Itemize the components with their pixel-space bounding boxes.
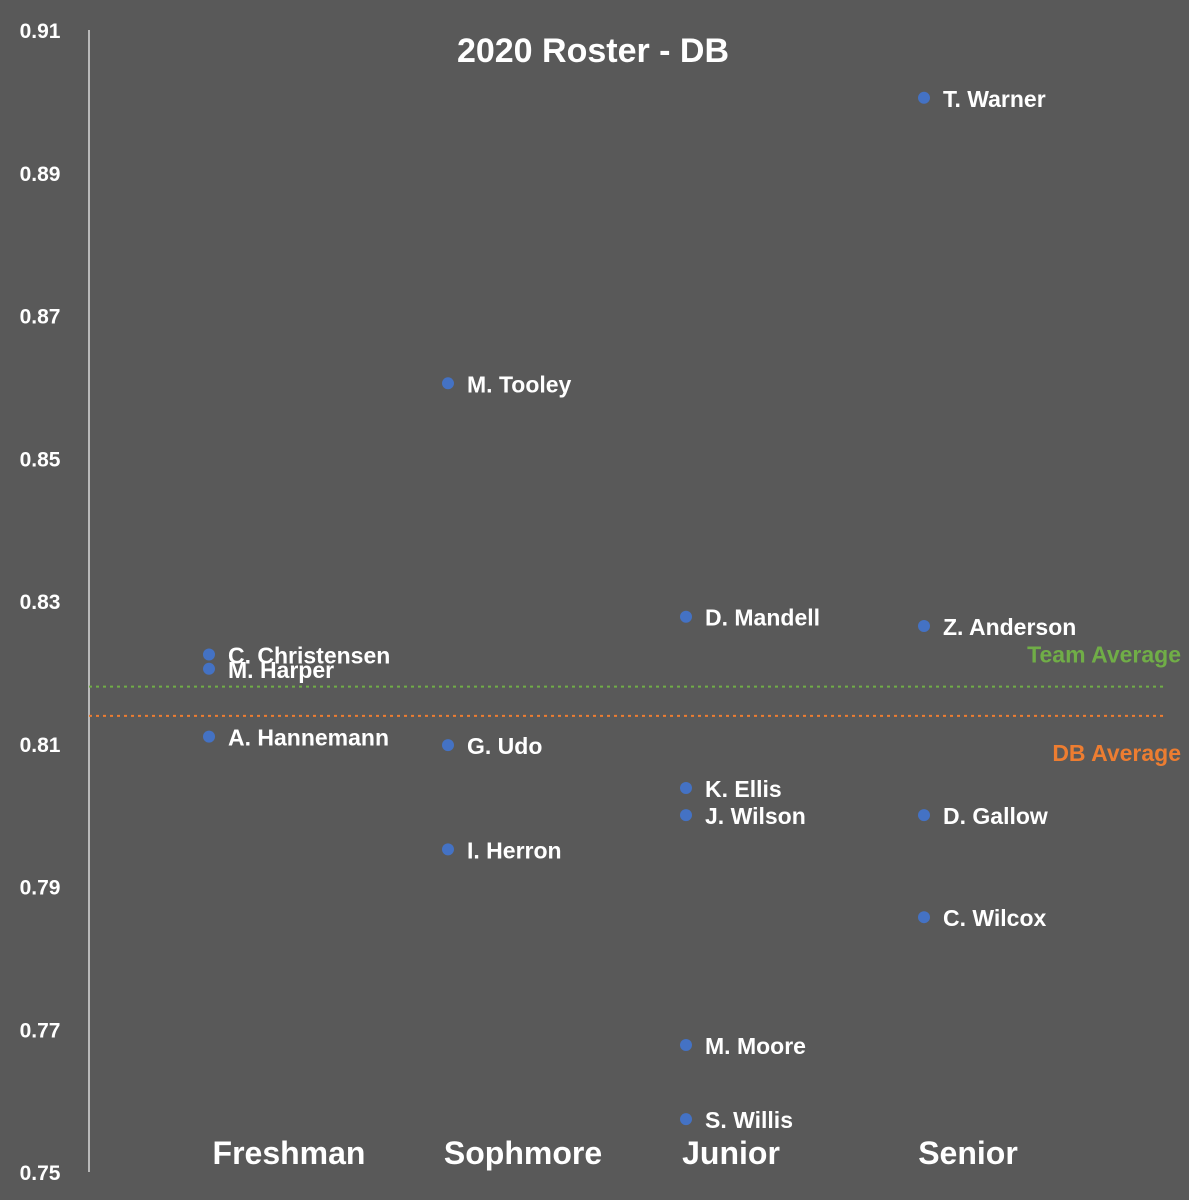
reference-line-label: DB Average xyxy=(1052,740,1181,766)
data-point xyxy=(203,730,215,743)
category-label: Junior xyxy=(682,1135,780,1171)
data-point xyxy=(203,648,215,661)
y-tick-label: 0.91 xyxy=(20,20,61,43)
category-label: Sophmore xyxy=(444,1135,602,1171)
data-point xyxy=(680,1038,692,1051)
data-point-label: G. Udo xyxy=(467,733,542,759)
category-label: Senior xyxy=(918,1135,1018,1171)
data-point xyxy=(680,782,692,795)
data-point-label: S. Willis xyxy=(705,1107,793,1133)
y-tick-label: 0.75 xyxy=(20,1162,61,1185)
data-point-label: I. Herron xyxy=(467,837,562,863)
category-label: Freshman xyxy=(213,1135,366,1171)
category-labels: Freshman Sophmore Junior Senior xyxy=(213,1135,1018,1171)
data-point-label: C. Wilcox xyxy=(943,905,1047,931)
data-point-label: D. Gallow xyxy=(943,803,1048,829)
reference-lines: Team Average DB Average xyxy=(89,642,1181,766)
data-point xyxy=(680,1113,692,1126)
y-tick-label: 0.87 xyxy=(20,306,61,329)
data-point-label: A. Hannemann xyxy=(228,725,389,751)
data-point xyxy=(442,377,454,390)
data-point-label: J. Wilson xyxy=(705,803,806,829)
data-point-label: M. Moore xyxy=(705,1033,806,1059)
y-tick-label: 0.85 xyxy=(20,448,61,471)
data-point xyxy=(918,911,930,924)
data-point xyxy=(680,610,692,623)
y-tick-label: 0.89 xyxy=(20,163,61,186)
data-point-label: K. Ellis xyxy=(705,776,782,802)
data-point xyxy=(203,662,215,675)
data-point-label: C. Christensen xyxy=(228,643,390,669)
y-tick-label: 0.77 xyxy=(20,1019,61,1042)
data-point xyxy=(918,91,930,104)
data-point-label: D. Mandell xyxy=(705,605,820,631)
data-point-label: M. Harper xyxy=(228,657,334,683)
data-point xyxy=(680,809,692,822)
data-point-label: T. Warner xyxy=(943,86,1046,112)
data-point xyxy=(442,843,454,856)
y-tick-label: 0.79 xyxy=(20,877,61,900)
data-point xyxy=(442,739,454,752)
data-point xyxy=(918,809,930,822)
y-tick-labels: 0.91 0.89 0.87 0.85 0.83 0.81 0.79 0.77 0.75 xyxy=(20,20,61,1185)
reference-line-label: Team Average xyxy=(1027,642,1181,668)
data-point-label: M. Tooley xyxy=(467,371,572,397)
y-tick-label: 0.83 xyxy=(20,591,61,614)
y-tick-label: 0.81 xyxy=(20,734,61,757)
data-point xyxy=(918,619,930,632)
data-point-label: Z. Anderson xyxy=(943,614,1076,640)
chart-title: 2020 Roster - DB xyxy=(457,32,729,70)
